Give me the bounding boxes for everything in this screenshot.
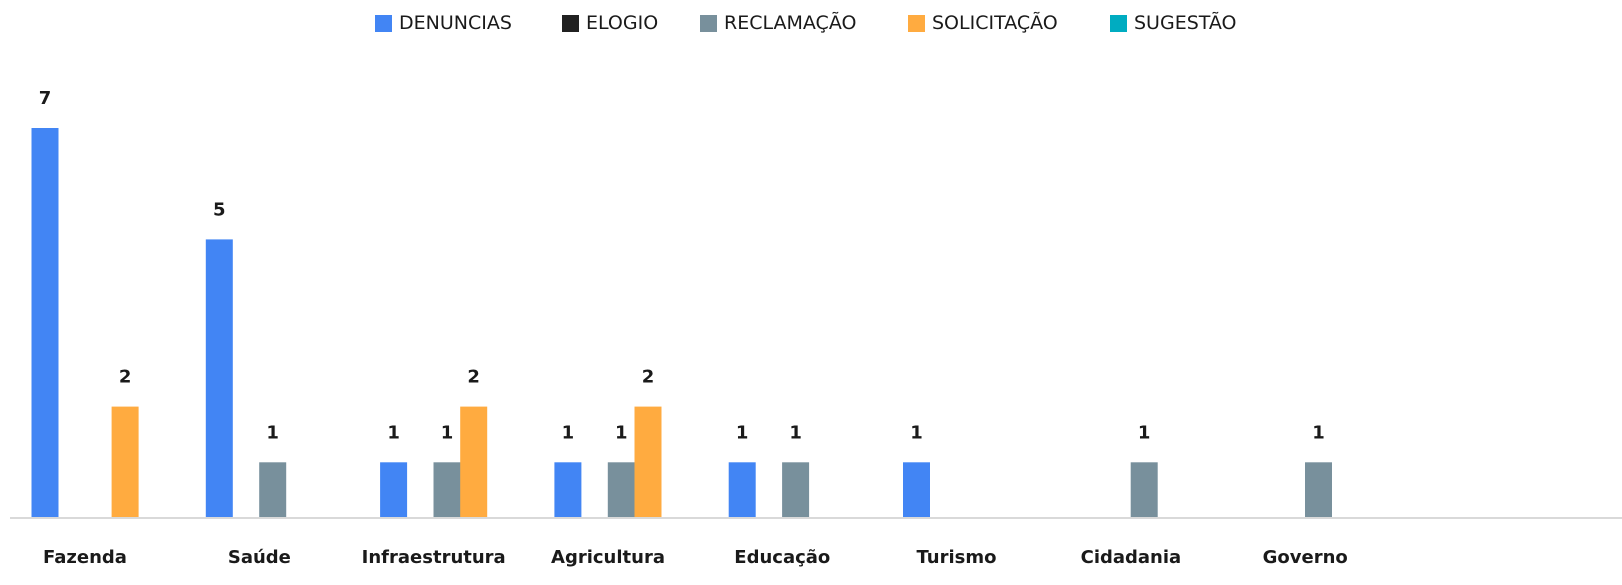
category-label: Cidadania (1081, 547, 1182, 568)
bar-denuncias-infraestrutura (380, 462, 408, 518)
data-label: 1 (441, 422, 454, 443)
legend-swatch (562, 15, 579, 32)
bar-reclamação-educação (782, 462, 810, 518)
category-labels: Fazenda Saúde Infraestrutura Agricultura Edu… (43, 547, 1348, 568)
legend-swatch (908, 15, 925, 32)
data-label: 2 (467, 367, 480, 388)
category-label: Turismo (917, 547, 997, 568)
data-label: 1 (789, 422, 802, 443)
bar-reclamação-infraestrutura (433, 462, 461, 518)
legend-swatch (700, 15, 717, 32)
bar-reclamação-cidadania (1130, 462, 1158, 518)
data-label: 1 (736, 422, 749, 443)
bar-denuncias-fazenda (31, 128, 59, 518)
data-label: 1 (910, 422, 923, 443)
bar-solicitação-infraestrutura (460, 406, 488, 518)
bar-denuncias-agricultura (554, 462, 582, 518)
bar-denuncias-educação (728, 462, 756, 518)
bar-reclamação-governo (1305, 462, 1332, 518)
legend: DENUNCIAS ELOGIO RECLAMAÇÃO SOLICITAÇÃO SUGE… (375, 11, 1237, 34)
category-label: Educação (734, 547, 830, 568)
legend-label: SOLICITAÇÃO (932, 11, 1058, 34)
data-label: 1 (1312, 422, 1325, 443)
data-label: 2 (642, 367, 655, 388)
data-label: 1 (387, 422, 400, 443)
data-label: 5 (213, 199, 226, 220)
bar-reclamação-saúde (259, 462, 287, 518)
legend-swatch (375, 15, 392, 32)
bars (31, 128, 1332, 518)
category-label: Fazenda (43, 547, 127, 568)
bar-denuncias-turismo (903, 462, 930, 518)
legend-swatch (1110, 15, 1127, 32)
category-label: Agricultura (551, 547, 665, 568)
legend-label: RECLAMAÇÃO (724, 11, 856, 34)
bar-denuncias-saúde (205, 239, 233, 518)
data-label: 1 (266, 422, 279, 443)
value-labels: 7 5 1 1 1 1 1 1 1 1 1 1 2 2 2 (39, 88, 1325, 443)
category-label: Governo (1263, 547, 1348, 568)
bar-solicitação-agricultura (634, 406, 662, 518)
data-label: 1 (1138, 422, 1151, 443)
legend-label: ELOGIO (586, 12, 658, 34)
data-label: 1 (562, 422, 575, 443)
legend-label: DENUNCIAS (399, 12, 512, 34)
data-label: 1 (615, 422, 628, 443)
category-label: Saúde (228, 547, 291, 568)
category-label: Infraestrutura (362, 547, 506, 568)
data-label: 7 (39, 88, 52, 109)
legend-label: SUGESTÃO (1134, 11, 1237, 34)
bar-reclamação-agricultura (607, 462, 635, 518)
bar-solicitação-fazenda (111, 406, 139, 518)
data-label: 2 (119, 367, 132, 388)
